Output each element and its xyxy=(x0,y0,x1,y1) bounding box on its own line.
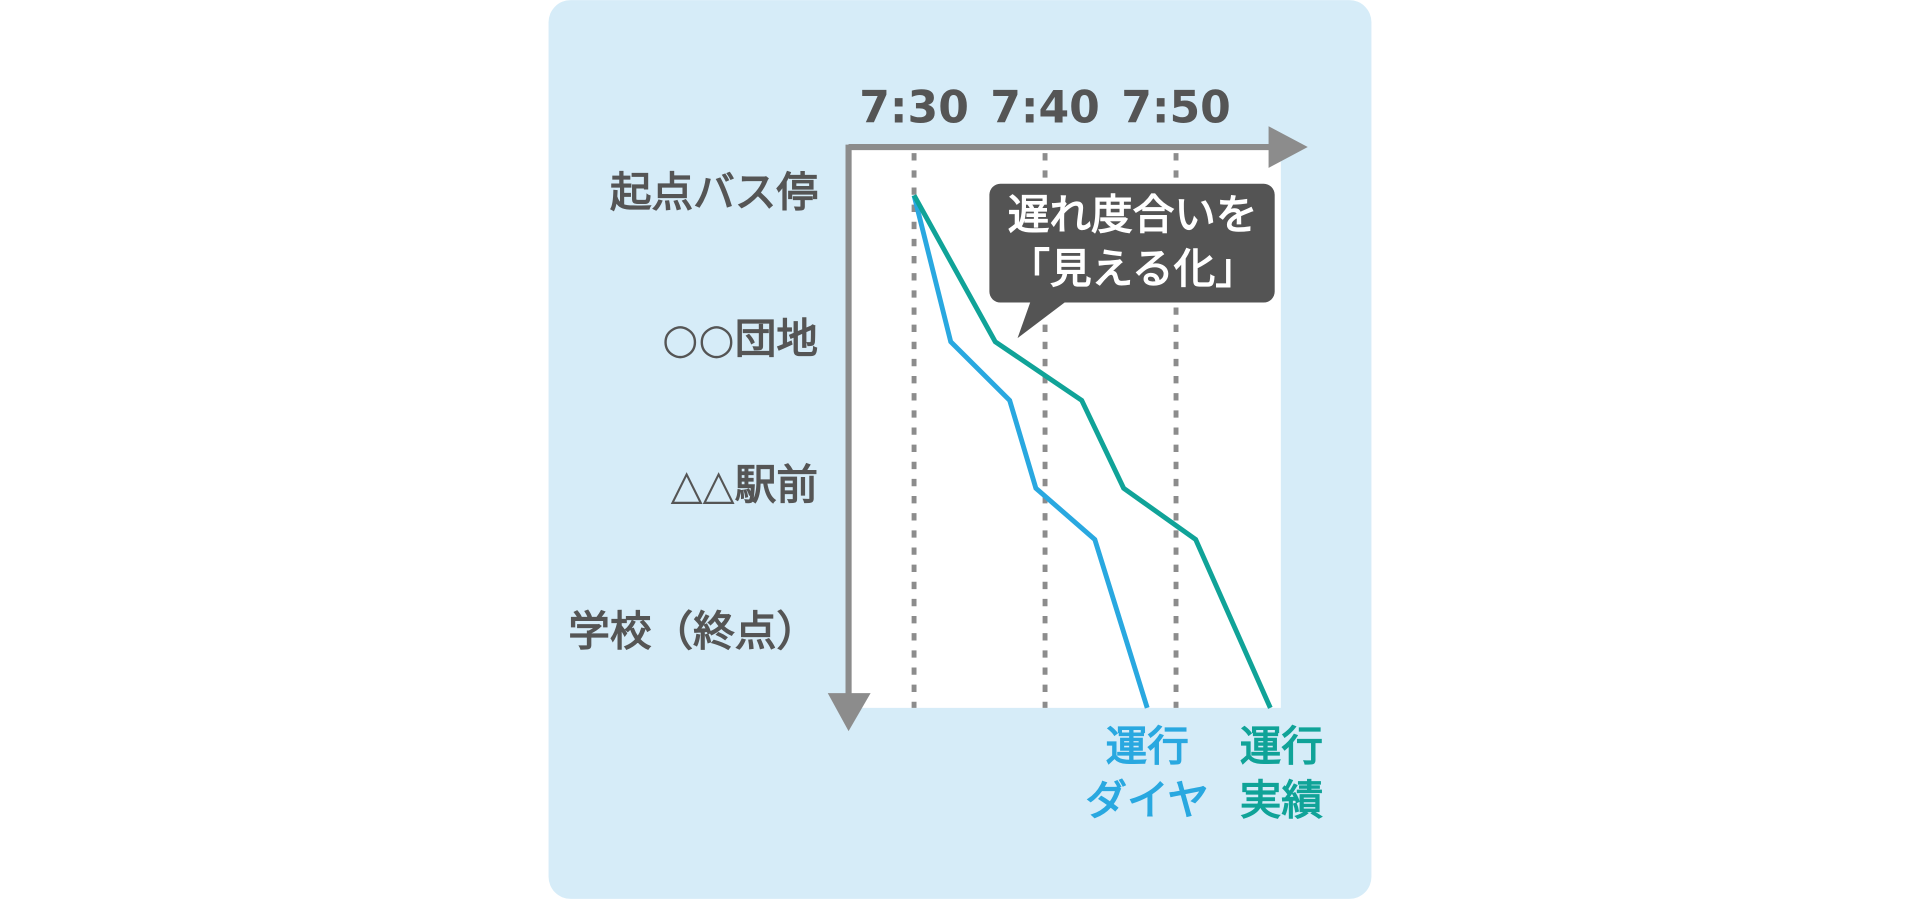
series-line xyxy=(911,194,1273,709)
annotation: 遅れ度合いを「見える化」 xyxy=(1008,190,1258,293)
y-axis-arrow xyxy=(827,693,871,732)
x-tick-label: 7:30 xyxy=(859,82,969,133)
lines xyxy=(911,194,1273,709)
x-tick-label: 7:40 xyxy=(990,82,1100,133)
x-axis-arrow xyxy=(1268,126,1308,168)
x-tick-label: 7:50 xyxy=(1121,82,1231,133)
y-tick-label: 学校（終点） xyxy=(568,607,818,656)
series-line xyxy=(911,194,1150,709)
y-tick-label: ○○団地 xyxy=(662,314,818,363)
y-tick-label: 起点バス停 xyxy=(610,167,818,216)
y-tick-label: △△駅前 xyxy=(671,460,818,509)
callout-box xyxy=(989,183,1275,303)
series-label: 運行実績 xyxy=(1240,722,1324,825)
series-label: 運行ダイヤ xyxy=(1085,722,1209,825)
